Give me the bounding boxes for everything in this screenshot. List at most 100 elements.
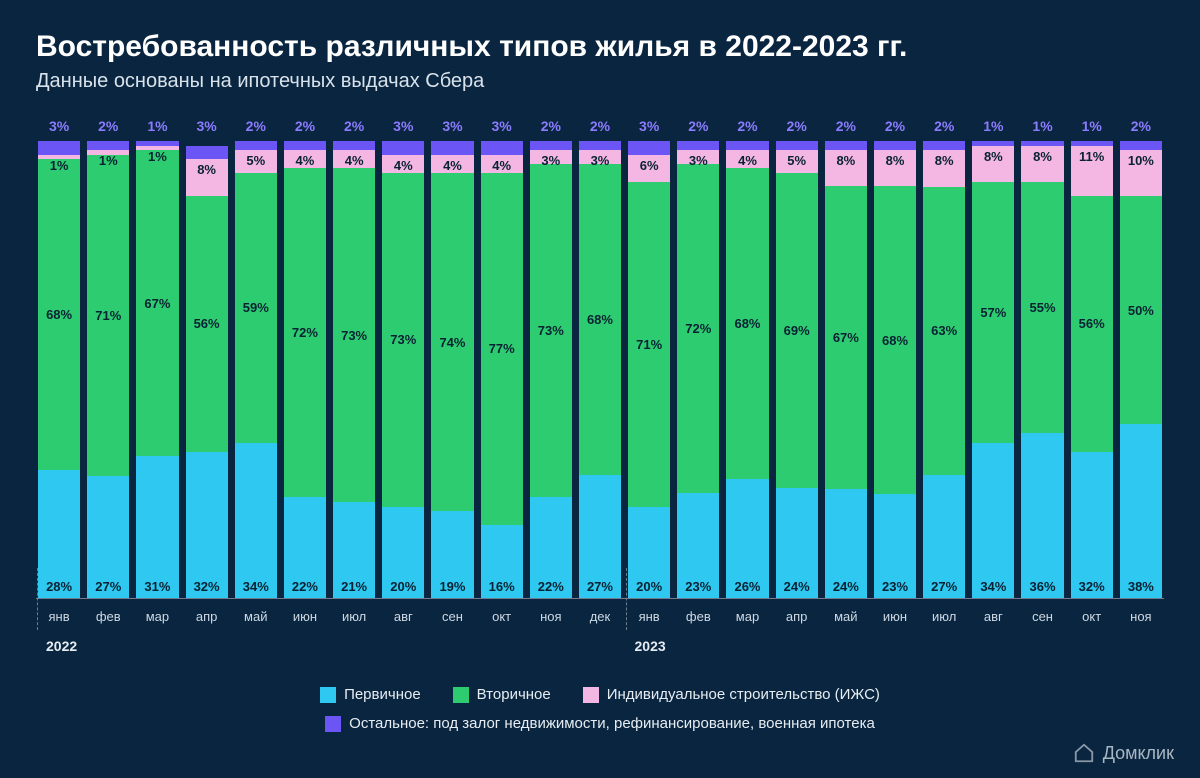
bar-column: 1%36%55%8% [1021,119,1063,598]
bar-segment-secondary: 50% [1120,196,1162,425]
segment-value: 32% [186,579,228,594]
segment-value: 11% [1071,149,1113,164]
stacked-bar: 21%73%4% [333,141,375,598]
other-value-label: 2% [530,119,572,141]
legend-item: Вторичное [453,686,551,703]
month-label: июл [923,609,965,624]
segment-value: 67% [144,296,170,311]
month-label: апр [186,609,228,624]
bar-segment-primary: 24% [825,489,867,598]
bar-segment-secondary: 74% [431,173,473,511]
stacked-bar: 20%73%4% [382,141,424,598]
bar-segment-primary: 32% [186,452,228,598]
month-label: окт [481,609,523,624]
stacked-bar: 24%69%5% [776,141,818,598]
bar-segment-other [825,141,867,150]
legend-label: Остальное: под залог недвижимости, рефин… [349,715,875,732]
bar-column: 3%19%74%4% [431,119,473,598]
segment-value: 5% [776,153,818,168]
segment-value: 1% [87,153,129,168]
year-tick [626,568,627,630]
bar-segment-other [579,141,621,150]
segment-value: 31% [136,579,178,594]
bar-column: 3%20%73%4% [382,119,424,598]
segment-value: 32% [1071,579,1113,594]
bar-segment-izhs: 4% [382,155,424,173]
bar-segment-other [186,146,228,160]
month-label: сен [1021,609,1063,624]
segment-value: 4% [284,153,326,168]
bar-segment-primary: 34% [235,443,277,598]
month-label: янв [628,609,670,624]
segment-value: 5% [235,153,277,168]
segment-value: 4% [333,153,375,168]
month-label: ноя [530,609,572,624]
brand-logo: Домклик [1073,742,1174,764]
stacked-bar: 19%74%4% [431,141,473,598]
segment-value: 3% [677,153,719,168]
bar-segment-other [776,141,818,150]
segment-value: 36% [1021,579,1063,594]
bar-column: 2%22%73%3% [530,119,572,598]
legend-item: Индивидуальное строительство (ИЖС) [583,686,880,703]
bar-segment-izhs: 8% [825,150,867,186]
bar-segment-primary: 38% [1120,424,1162,598]
legend-label: Первичное [344,686,421,703]
stacked-bar: 27%68%3% [579,141,621,598]
other-value-label: 2% [284,119,326,141]
stacked-bar: 32%56%8% [186,141,228,598]
other-value-label: 1% [972,119,1014,141]
bar-column: 3%16%77%4% [481,119,523,598]
segment-value: 74% [439,335,465,350]
segment-value: 38% [1120,579,1162,594]
other-value-label: 3% [481,119,523,141]
bar-segment-primary: 20% [382,507,424,598]
legend-row: Первичное Вторичное Индивидуальное строите… [320,686,880,703]
segment-value: 67% [833,330,859,345]
bar-segment-primary: 27% [87,476,129,598]
legend-item: Первичное [320,686,421,703]
bar-segment-other [726,141,768,150]
legend-swatch [583,687,599,703]
bar-column: 2%34%59%5% [235,119,277,598]
bar-segment-izhs: 1% [38,155,80,160]
bar-segment-izhs: 1% [87,150,129,155]
stacked-bar: 24% 67% 8% [825,141,867,598]
month-label: фев [87,609,129,624]
chart-title: Востребованность различных типов жилья в… [36,30,1164,64]
bar-segment-other [38,141,80,155]
segment-value: 22% [530,579,572,594]
month-label: авг [972,609,1014,624]
other-value-label: 2% [874,119,916,141]
month-label: мар [726,609,768,624]
bar-segment-izhs: 4% [333,150,375,168]
bar-segment-secondary: 71% [628,182,670,506]
bar-segment-other [1071,141,1113,146]
legend-swatch [325,716,341,732]
segment-value: 73% [341,328,367,343]
segment-value: 55% [1030,300,1056,315]
bar-segment-secondary: 67% [825,186,867,489]
segment-value: 69% [784,323,810,338]
bar-segment-primary: 31% [136,456,178,598]
bar-segment-secondary: 77% [481,173,523,525]
segment-value: 27% [87,579,129,594]
bar-segment-secondary: 68% [579,164,621,475]
bar-segment-izhs: 8% [1021,146,1063,183]
bar-segment-izhs: 4% [481,155,523,173]
other-value-label: 2% [1120,119,1162,141]
bar-segment-primary: 32% [1071,452,1113,598]
bar-segment-other [235,141,277,150]
segment-value: 59% [243,300,269,315]
bar-segment-secondary: 69% [776,173,818,488]
stacked-bar: 36% 55% 8% [1021,141,1063,598]
stacked-bar: 22%73%3% [530,141,572,598]
bar-segment-secondary: 72% [284,168,326,497]
bar-segment-izhs: 8% [923,150,965,187]
bar-column: 2%27%71%1% [87,119,129,598]
bar-segment-secondary: 73% [333,168,375,502]
segment-value: 8% [825,153,867,168]
bar-segment-izhs: 4% [431,155,473,173]
bar-column: 3%28%68%1% [38,119,80,598]
bar-segment-secondary: 73% [530,164,572,498]
